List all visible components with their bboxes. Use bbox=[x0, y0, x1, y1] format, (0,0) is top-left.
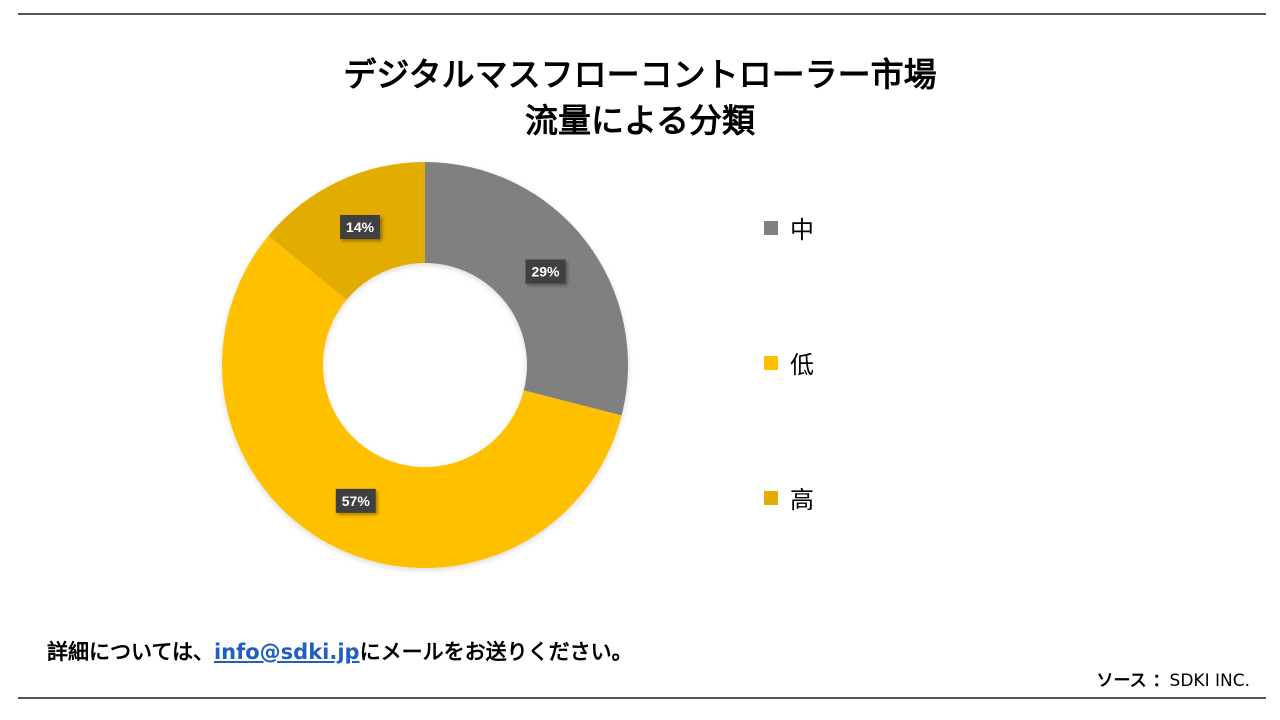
contact-suffix: にメールをお送りください。 bbox=[359, 640, 633, 664]
data-label-high: 14% bbox=[340, 215, 381, 240]
contact-prefix: 詳細については、 bbox=[47, 640, 214, 664]
source-credit: ソース ：SDKI INC. bbox=[1096, 666, 1250, 691]
data-label-text-high: 14% bbox=[346, 219, 375, 235]
data-label-medium: 29% bbox=[525, 259, 566, 284]
legend-item-high: 高 bbox=[764, 480, 814, 515]
contact-note: 詳細については、info@sdki.jpにメールをお送りください。 bbox=[47, 636, 633, 666]
slice-medium bbox=[425, 162, 628, 416]
legend-swatch-low bbox=[764, 355, 778, 370]
chart-title-line2: 流量による分類 bbox=[524, 101, 755, 140]
legend-item-low: 低 bbox=[764, 345, 814, 380]
chart-title-line1: デジタルマスフローコントローラー市場 bbox=[343, 55, 937, 94]
legend-swatch-high bbox=[764, 490, 778, 505]
data-label-low: 57% bbox=[335, 488, 376, 513]
bottom-rule bbox=[18, 697, 1266, 699]
source-label: ソース ： bbox=[1096, 671, 1170, 691]
data-label-text-medium: 29% bbox=[531, 264, 560, 280]
top-rule bbox=[18, 13, 1266, 15]
source-value: SDKI INC. bbox=[1169, 671, 1250, 691]
chart-title: デジタルマスフローコントローラー市場 流量による分類 bbox=[0, 52, 1280, 144]
contact-email-link[interactable]: info@sdki.jp bbox=[213, 640, 360, 664]
legend-swatch-medium bbox=[764, 220, 778, 235]
legend-label-high: 高 bbox=[790, 486, 814, 514]
legend-item-medium: 中 bbox=[764, 210, 814, 245]
data-label-text-low: 57% bbox=[342, 493, 371, 509]
legend-label-medium: 中 bbox=[790, 216, 814, 244]
slice-low bbox=[221, 235, 622, 569]
legend-label-low: 低 bbox=[790, 351, 814, 379]
